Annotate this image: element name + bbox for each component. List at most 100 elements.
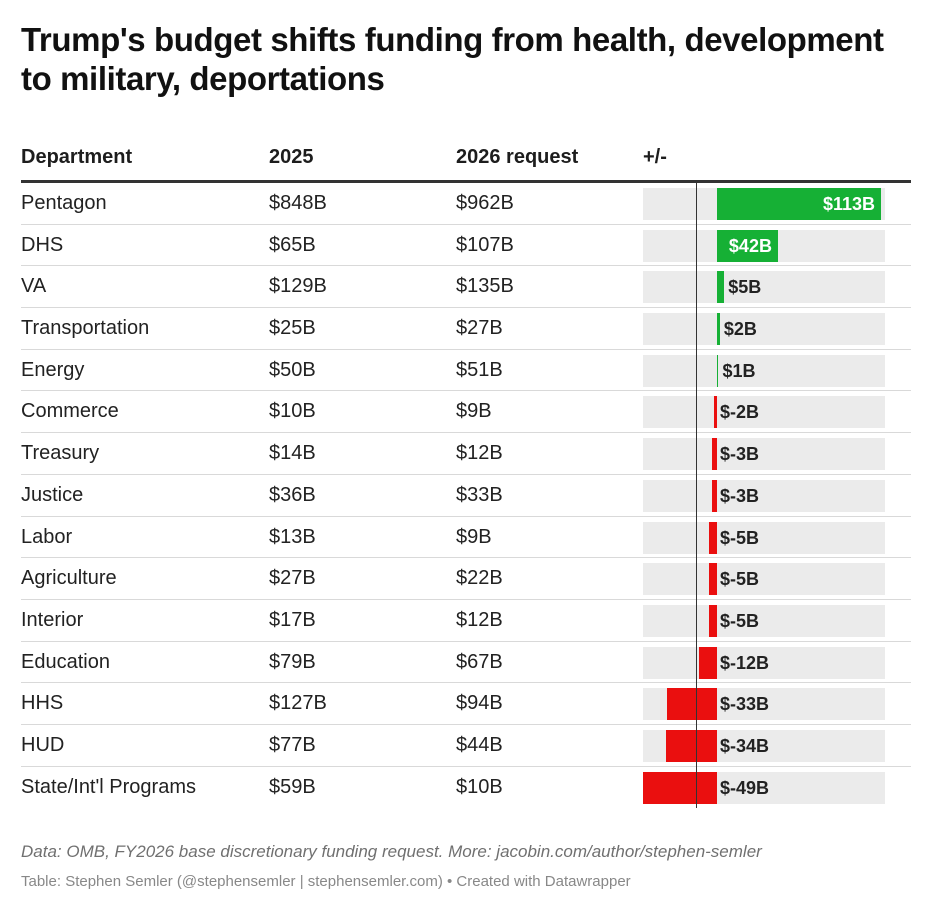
cell-2026-request: $962B	[456, 192, 514, 214]
cell-2026-request: $94B	[456, 692, 503, 715]
header-2025[interactable]: 2025	[269, 146, 314, 168]
cell-department: HHS	[21, 692, 64, 715]
change-label: $-33B	[720, 694, 770, 715]
change-label: $-3B	[720, 444, 760, 465]
change-bar-track: $5B	[643, 271, 885, 304]
cell-2025: $14B	[269, 442, 316, 465]
table-row: VA $129B $135B $5B	[21, 266, 911, 309]
change-label: $5B	[728, 277, 762, 298]
cell-2025: $59B	[269, 775, 316, 798]
chart-title: Trump's budget shifts funding from healt…	[21, 21, 884, 97]
cell-2026-request: $9B	[456, 525, 492, 548]
table-body: Pentagon $848B $962B $113B DHS $65B $107B $42B V…	[21, 183, 911, 808]
change-bar-positive	[717, 271, 725, 304]
cell-2026-request: $44B	[456, 733, 503, 756]
cell-department: VA	[21, 275, 47, 298]
table-row: Education $79B $67B $-12B	[21, 642, 911, 684]
change-label: $-5B	[720, 569, 760, 590]
change-bar-negative	[667, 688, 717, 721]
header-2026-request[interactable]: 2026 request	[456, 146, 579, 168]
cell-2025: $10B	[269, 400, 316, 423]
change-bar-track: $-3B	[643, 438, 885, 471]
cell-2026-request: $27B	[456, 317, 503, 340]
cell-2025: $77B	[269, 733, 316, 756]
table-row: Transportation $25B $27B $2B	[21, 308, 911, 350]
change-bar-negative	[709, 521, 717, 554]
change-bar-track: $-33B	[643, 688, 885, 721]
cell-department: Agriculture	[21, 567, 117, 590]
change-label: $-3B	[720, 485, 760, 506]
change-bar-track: $-49B	[643, 771, 885, 804]
cell-department: Energy	[21, 358, 85, 381]
change-bar-track: $1B	[643, 354, 885, 387]
cell-department: Education	[21, 650, 110, 673]
table-row: State/Int'l Programs $59B $10B $-49B	[21, 767, 911, 809]
cell-2026-request: $12B	[456, 442, 503, 465]
change-label: $-5B	[720, 610, 760, 631]
change-bar-negative	[712, 438, 717, 471]
cell-2025: $25B	[269, 317, 316, 340]
change-label: $-34B	[720, 735, 770, 756]
cell-department: Labor	[21, 525, 73, 548]
change-label: $2B	[723, 319, 757, 340]
table-row: Agriculture $27B $22B $-5B	[21, 558, 911, 600]
change-bar-track: $42B	[643, 229, 885, 262]
cell-2025: $79B	[269, 650, 316, 673]
change-bar-track: $-5B	[643, 521, 885, 554]
cell-2025: $848B	[269, 192, 327, 214]
change-label: $-12B	[720, 652, 770, 673]
cell-department: State/Int'l Programs	[21, 775, 196, 798]
change-bar-track: $-5B	[643, 563, 885, 596]
table-row: Treasury $14B $12B $-3B	[21, 433, 911, 475]
cell-2026-request: $135B	[456, 275, 514, 298]
change-bar-positive	[717, 188, 881, 220]
cell-2026-request: $10B	[456, 775, 503, 798]
change-bar-track: $-5B	[643, 604, 885, 637]
change-bar-track: $-12B	[643, 646, 885, 679]
change-bar-positive	[717, 229, 778, 262]
change-bar-track: $-3B	[643, 479, 885, 512]
table-row: HUD $77B $44B $-34B	[21, 725, 911, 767]
change-bar-negative	[709, 604, 717, 637]
table-row: Energy $50B $51B $1B	[21, 350, 911, 392]
cell-2025: $17B	[269, 608, 316, 631]
cell-2025: $13B	[269, 525, 316, 548]
change-bar-negative	[665, 729, 717, 762]
cell-2026-request: $22B	[456, 567, 503, 590]
cell-2026-request: $9B	[456, 400, 492, 423]
change-bar-track: $-2B	[643, 396, 885, 429]
cell-2025: $50B	[269, 358, 316, 381]
cell-department: DHS	[21, 233, 64, 256]
change-bar-track: $-34B	[643, 729, 885, 762]
table-row: Labor $13B $9B $-5B	[21, 517, 911, 559]
cell-department: Pentagon	[21, 192, 107, 214]
change-label: $-2B	[720, 402, 760, 423]
table-row: Justice $36B $33B $-3B	[21, 475, 911, 517]
cell-department: Treasury	[21, 442, 100, 465]
change-label: $113B	[822, 194, 875, 214]
change-label: $42B	[728, 235, 772, 256]
cell-department: Transportation	[21, 317, 150, 340]
budget-table: Department 2025 2026 request +/- Pentago…	[21, 138, 911, 808]
cell-department: HUD	[21, 733, 65, 756]
cell-2026-request: $51B	[456, 358, 503, 381]
table-row: Interior $17B $12B $-5B	[21, 600, 911, 642]
cell-2025: $27B	[269, 567, 316, 590]
cell-2026-request: $12B	[456, 608, 503, 631]
table-row: HHS $127B $94B $-33B	[21, 683, 911, 725]
change-bar-negative	[713, 396, 717, 429]
change-bar-negative	[712, 479, 717, 512]
change-bar-negative	[709, 563, 717, 596]
cell-2026-request: $33B	[456, 483, 503, 506]
change-bar-positive	[717, 313, 720, 346]
change-label: $1B	[722, 360, 756, 381]
cell-2025: $127B	[269, 692, 327, 715]
change-label: $-49B	[720, 777, 770, 798]
table-row: DHS $65B $107B $42B	[21, 225, 911, 267]
change-bar-negative	[698, 646, 717, 679]
table-row: Pentagon $848B $962B $113B	[21, 183, 911, 225]
cell-department: Commerce	[21, 400, 119, 423]
header-change[interactable]: +/-	[643, 146, 667, 168]
header-department[interactable]: Department	[21, 146, 133, 168]
change-bar-negative	[643, 771, 717, 804]
